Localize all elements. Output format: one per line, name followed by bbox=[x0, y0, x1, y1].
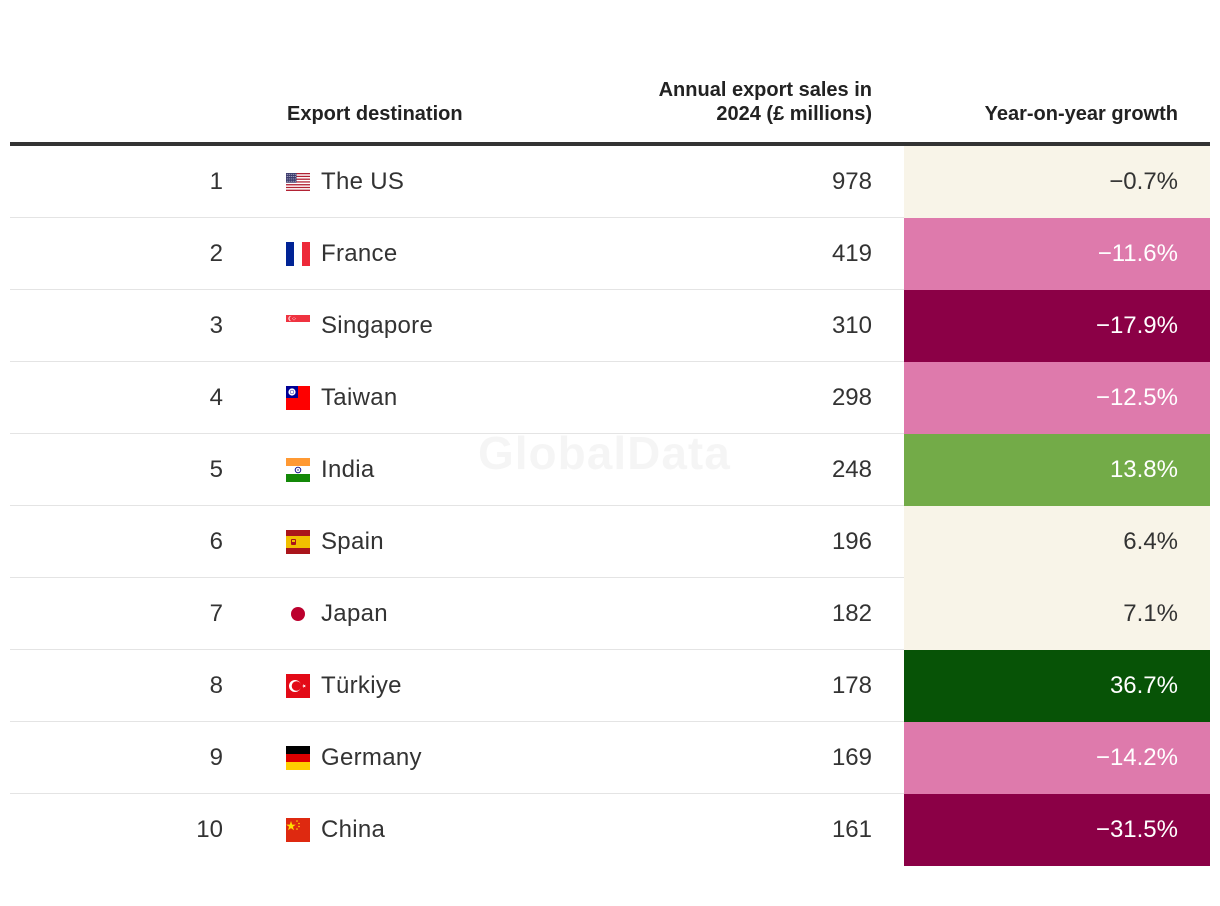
country-cell: Japan bbox=[321, 600, 388, 627]
growth-cell: −12.5% bbox=[904, 362, 1210, 434]
table-row: 7 Japan 182 7.1% bbox=[10, 578, 1210, 650]
us-flag-icon bbox=[286, 173, 310, 191]
country-cell: Spain bbox=[321, 528, 384, 555]
growth-cell: 36.7% bbox=[904, 650, 1210, 722]
export-sales-cell: 419 bbox=[831, 240, 872, 267]
country-cell: France bbox=[321, 240, 398, 267]
country-cell: China bbox=[321, 816, 386, 843]
country-cell: Germany bbox=[321, 744, 422, 771]
export-sales-cell: 248 bbox=[831, 456, 872, 483]
header-year-on-year-growth: Year-on-year growth bbox=[984, 103, 1178, 125]
watermark: GlobalData bbox=[478, 426, 731, 480]
japan-flag-icon bbox=[291, 607, 305, 621]
export-sales-cell: 310 bbox=[831, 312, 872, 339]
table-row: 6 Spain 196 6.4% bbox=[10, 506, 1210, 578]
table-row: 4 Taiwan 298 −12.5% bbox=[10, 362, 1210, 434]
export-sales-cell: 978 bbox=[831, 168, 872, 195]
country-cell: India bbox=[321, 456, 375, 483]
rank-cell: 3 bbox=[209, 312, 223, 339]
header-sales-line-2: 2024 (£ millions) bbox=[716, 103, 872, 125]
growth-cell: 6.4% bbox=[904, 506, 1210, 578]
growth-cell: −31.5% bbox=[904, 794, 1210, 866]
country-cell: The US bbox=[321, 168, 405, 195]
growth-cell: 13.8% bbox=[904, 434, 1210, 506]
growth-cell: 7.1% bbox=[904, 578, 1210, 650]
rank-cell: 9 bbox=[209, 744, 223, 771]
export-sales-cell: 182 bbox=[831, 600, 872, 627]
rank-cell: 4 bbox=[209, 384, 223, 411]
india-flag-icon bbox=[286, 458, 310, 482]
table-row: 5 India 248 13.8% bbox=[10, 434, 1210, 506]
growth-cell: −11.6% bbox=[904, 218, 1210, 290]
taiwan-flag-icon bbox=[286, 386, 310, 410]
table-row: 8 Türkiye 178 36.7% bbox=[10, 650, 1210, 722]
table-row: 1 The US 978 −0.7% bbox=[10, 146, 1210, 218]
growth-cell: −17.9% bbox=[904, 290, 1210, 362]
rank-cell: 10 bbox=[196, 816, 223, 843]
country-cell: Türkiye bbox=[321, 672, 402, 699]
export-sales-cell: 169 bbox=[831, 744, 872, 771]
export-sales-cell: 196 bbox=[831, 528, 872, 555]
spain-flag-icon bbox=[286, 530, 310, 554]
country-cell: Taiwan bbox=[321, 384, 398, 411]
rank-cell: 2 bbox=[209, 240, 223, 267]
singapore-flag-icon bbox=[286, 315, 310, 329]
growth-cell: −14.2% bbox=[904, 722, 1210, 794]
header-export-destination: Export destination bbox=[287, 103, 463, 125]
export-sales-cell: 298 bbox=[831, 384, 872, 411]
rank-cell: 5 bbox=[209, 456, 223, 483]
rank-cell: 6 bbox=[209, 528, 223, 555]
table-row: 3 Singapore 310 −17.9% bbox=[10, 290, 1210, 362]
table-row: 10 China 161 −31.5% bbox=[10, 794, 1210, 866]
country-cell: Singapore bbox=[321, 312, 434, 339]
rank-cell: 8 bbox=[209, 672, 223, 699]
rank-cell: 1 bbox=[209, 168, 223, 195]
germany-flag-icon bbox=[286, 746, 310, 770]
table-header: Export destination Annual export sales i… bbox=[10, 0, 1210, 146]
china-flag-icon bbox=[286, 818, 310, 842]
growth-cell: −0.7% bbox=[904, 146, 1210, 218]
export-sales-cell: 178 bbox=[831, 672, 872, 699]
header-annual-export-sales: Annual export sales in 2024 (£ millions) bbox=[612, 78, 872, 126]
header-sales-line-1: Annual export sales in bbox=[658, 79, 872, 101]
turkiye-flag-icon bbox=[286, 674, 310, 698]
table-row: 9 Germany 169 −14.2% bbox=[10, 722, 1210, 794]
export-sales-cell: 161 bbox=[831, 816, 872, 843]
rank-cell: 7 bbox=[209, 600, 223, 627]
table-row: 2 France 419 −11.6% bbox=[10, 218, 1210, 290]
france-flag-icon bbox=[286, 242, 310, 266]
